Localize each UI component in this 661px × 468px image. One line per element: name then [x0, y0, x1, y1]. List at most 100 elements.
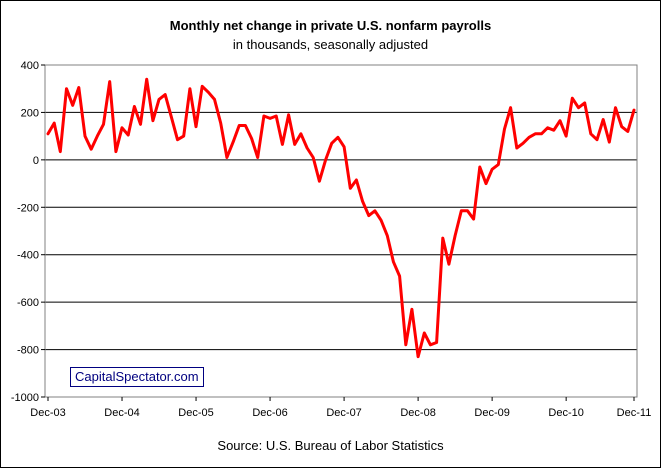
data-point [182, 134, 185, 138]
data-point [441, 236, 444, 240]
data-point [71, 104, 74, 107]
data-point [373, 209, 377, 213]
data-point [460, 209, 463, 213]
chart-source: Source: U.S. Bureau of Labor Statistics [217, 438, 444, 453]
data-point [349, 187, 352, 190]
data-point [287, 113, 290, 117]
data-point [601, 118, 605, 121]
x-tick-label: Dec-06 [252, 407, 287, 419]
data-point [96, 134, 99, 138]
data-point [367, 214, 370, 217]
data-point [126, 133, 130, 137]
data-point [120, 126, 124, 130]
data-point [330, 142, 333, 145]
data-point [275, 114, 278, 118]
data-point [139, 123, 142, 126]
data-point [515, 146, 518, 150]
data-point [213, 98, 216, 101]
data-point [219, 121, 222, 125]
data-point [102, 123, 105, 126]
data-point [410, 308, 414, 311]
data-point [157, 98, 161, 101]
y-tick-label: 400 [21, 60, 39, 72]
data-point [416, 355, 420, 358]
y-tick-label: -1000 [11, 392, 39, 404]
data-point [564, 134, 568, 138]
series-points [46, 78, 636, 358]
data-point [608, 140, 611, 144]
data-point [77, 86, 81, 89]
data-point [145, 78, 148, 81]
data-point [404, 343, 407, 347]
data-point [133, 105, 136, 108]
y-tick-label: 0 [33, 155, 39, 167]
data-point [540, 132, 543, 135]
data-point [256, 156, 259, 159]
plot-area [44, 64, 638, 398]
data-point [108, 80, 111, 83]
data-point [46, 132, 50, 135]
y-tick-label: -600 [17, 297, 39, 309]
y-tick-label: -400 [17, 250, 39, 262]
data-point [244, 124, 247, 127]
y-tick-label: -800 [17, 345, 39, 357]
x-tick-label: Dec-05 [178, 407, 213, 419]
data-point [379, 219, 383, 222]
data-point [453, 234, 457, 237]
data-point [571, 97, 574, 100]
data-point [262, 114, 266, 118]
data-point [552, 129, 556, 132]
chart-title: Monthly net change in private U.S. nonfa… [169, 18, 492, 33]
data-point [534, 132, 537, 135]
data-point [201, 85, 204, 88]
y-tick-label: 200 [21, 107, 39, 119]
data-point [614, 106, 617, 109]
data-point [336, 136, 340, 139]
data-point [435, 341, 438, 344]
data-point [342, 145, 346, 149]
x-tick-label: Dec-04 [104, 407, 139, 419]
data-point [509, 106, 512, 109]
chart-subtitle: in thousands, seasonally adjusted [232, 37, 429, 52]
data-point [361, 200, 364, 203]
x-tick-label: Dec-08 [400, 407, 435, 419]
watermark-label: CapitalSpectator.com [70, 367, 204, 387]
data-point [521, 142, 525, 145]
data-point [281, 143, 284, 146]
data-point [114, 150, 118, 153]
data-point [83, 134, 87, 138]
data-point [250, 137, 253, 140]
data-point [466, 209, 469, 213]
data-point [398, 274, 401, 278]
x-tick-label: Dec-11 [617, 407, 652, 419]
data-point [527, 136, 531, 139]
data-point [65, 87, 68, 90]
data-point [355, 178, 358, 182]
data-point [231, 140, 235, 144]
data-point [577, 106, 580, 109]
data-point [207, 91, 210, 94]
data-point [312, 156, 315, 159]
data-point [392, 260, 395, 264]
data-point [423, 331, 426, 335]
y-axis: 400 200 0 -200 -400 -600 -800 -1000 [11, 60, 45, 404]
x-tick-label: Dec-07 [326, 407, 361, 419]
data-point [225, 156, 229, 159]
data-point [484, 182, 488, 185]
data-point [497, 163, 500, 166]
data-point [299, 132, 303, 135]
gridlines [45, 111, 637, 351]
data-point [59, 150, 62, 153]
data-point [89, 147, 93, 151]
y-tick-label: -200 [17, 202, 39, 214]
data-point [626, 130, 630, 133]
data-point [176, 138, 179, 141]
data-point [318, 180, 321, 183]
data-point [324, 158, 327, 162]
data-point [632, 108, 636, 112]
data-point [503, 127, 506, 131]
data-point [52, 121, 56, 125]
series-line-private-payrolls [46, 77, 636, 359]
data-point [305, 146, 309, 150]
x-tick-label: Dec-10 [548, 407, 583, 419]
